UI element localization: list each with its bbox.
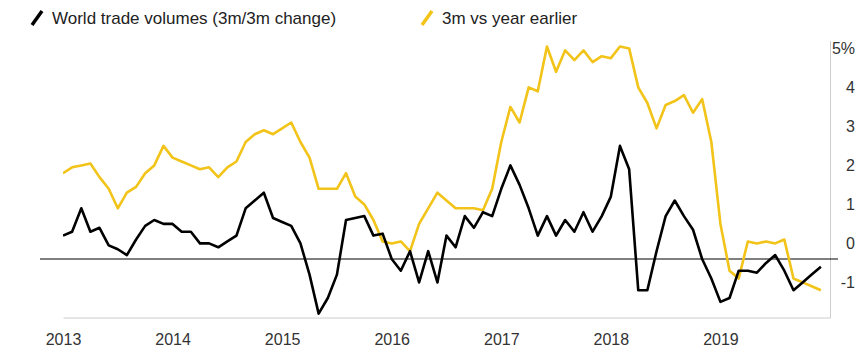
x-axis: 2013 2014 2015 2016 2017 2018 2019 <box>46 318 831 348</box>
y-tick-label: 4 <box>846 79 855 96</box>
legend-label: 3m vs year earlier <box>442 9 577 28</box>
zero-line <box>40 259 838 260</box>
y-tick: 2 <box>830 157 855 182</box>
y-axis-line <box>830 41 831 318</box>
x-tick-label: 2017 <box>484 331 520 348</box>
x-tick: 2017 <box>484 318 520 348</box>
y-axis: -1 0 1 2 3 4 5% <box>830 40 855 318</box>
y-tick: 3 <box>830 118 855 143</box>
y-tick-label: -1 <box>841 274 855 291</box>
y-tick: 1 <box>830 196 855 221</box>
legend-swatch <box>32 11 42 25</box>
x-tick: 2013 <box>46 318 82 348</box>
y-tick-label: 5% <box>832 40 855 57</box>
x-tick: 2014 <box>155 318 191 348</box>
x-tick-label: 2015 <box>265 331 301 348</box>
y-tick-label: 0 <box>846 235 855 252</box>
x-tick: 2018 <box>594 318 630 348</box>
legend-label: World trade volumes (3m/3m change) <box>52 9 336 28</box>
lines <box>63 46 821 313</box>
y-tick: -1 <box>830 274 855 299</box>
x-tick-label: 2018 <box>594 331 630 348</box>
y-tick: 5% <box>830 40 855 65</box>
y-tick-label: 3 <box>846 118 855 135</box>
x-axis-line <box>64 318 831 319</box>
x-tick-label: 2014 <box>155 331 191 348</box>
chart-svg: 2013 2014 2015 2016 2017 2018 2019 -1 0 1 2 3 4 5% Wor… <box>0 0 858 363</box>
legend-swatch <box>422 11 432 25</box>
x-tick: 2015 <box>265 318 301 348</box>
x-tick: 2016 <box>374 318 410 348</box>
x-tick-label: 2013 <box>46 331 82 348</box>
y-tick-label: 2 <box>846 157 855 174</box>
legend-item: 3m vs year earlier <box>422 9 577 28</box>
y-tick-label: 1 <box>846 196 855 213</box>
chart-root: 2013 2014 2015 2016 2017 2018 2019 -1 0 1 2 3 4 5% Wor… <box>0 0 858 363</box>
y-tick: 4 <box>830 79 855 104</box>
legend-item: World trade volumes (3m/3m change) <box>32 9 336 28</box>
x-tick: 2019 <box>703 318 739 348</box>
series-line <box>63 146 821 314</box>
x-tick-label: 2016 <box>374 331 410 348</box>
y-tick: 0 <box>830 235 855 260</box>
legend: World trade volumes (3m/3m change) 3m vs … <box>32 9 577 28</box>
x-tick-label: 2019 <box>703 331 739 348</box>
